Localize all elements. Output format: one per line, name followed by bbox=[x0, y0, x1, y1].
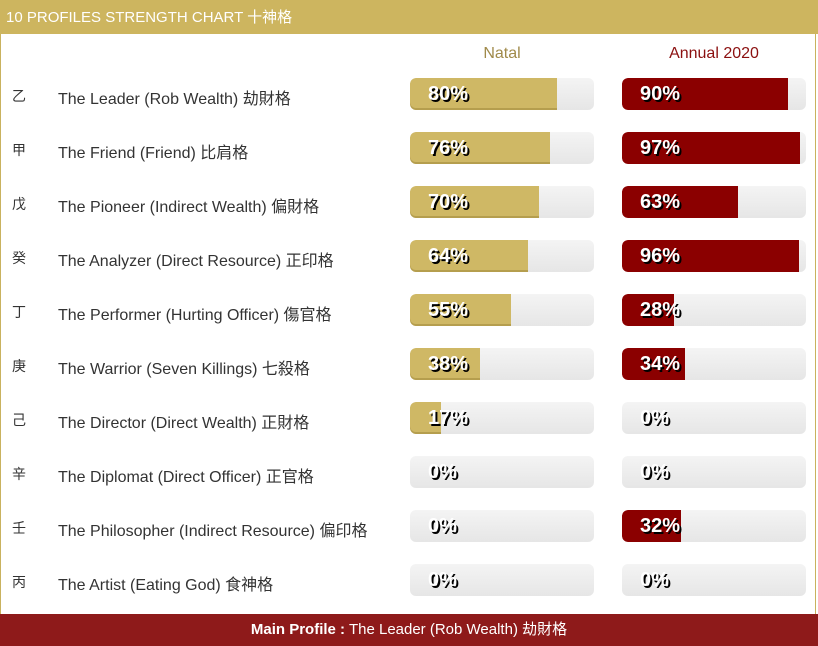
profile-label: The Performer (Hurting Officer) 傷官格 bbox=[58, 307, 332, 324]
stem-char: 己 bbox=[12, 413, 26, 429]
annual-percent: 32% bbox=[640, 515, 681, 537]
annual-percent: 90% bbox=[640, 83, 681, 105]
profile-row: 乙 The Leader (Rob Wealth) 劫財格 80% 90% bbox=[0, 78, 818, 112]
annual-progress-bar: 0% bbox=[622, 564, 806, 596]
profile-label: The Leader (Rob Wealth) 劫財格 bbox=[58, 91, 291, 108]
annual-percent: 34% bbox=[640, 353, 681, 375]
profile-row: 己 The Director (Direct Wealth) 正財格 17% 0… bbox=[0, 402, 818, 436]
chart-header: 10 PROFILES STRENGTH CHART 十神格 bbox=[0, 0, 818, 34]
natal-progress-bar: 0% bbox=[410, 456, 594, 488]
natal-progress-bar: 55% bbox=[410, 294, 594, 326]
annual-progress-bar: 97% bbox=[622, 132, 806, 164]
annual-progress-bar: 34% bbox=[622, 348, 806, 380]
annual-bar-fill bbox=[622, 294, 674, 326]
profile-row: 甲 The Friend (Friend) 比肩格 76% 97% bbox=[0, 132, 818, 166]
profile-row: 丙 The Artist (Eating God) 食神格 0% 0% bbox=[0, 564, 818, 598]
natal-bar-fill bbox=[410, 132, 550, 164]
profile-row: 壬 The Philosopher (Indirect Resource) 偏印… bbox=[0, 510, 818, 544]
annual-percent: 97% bbox=[640, 137, 681, 159]
profile-row: 庚 The Warrior (Seven Killings) 七殺格 38% 3… bbox=[0, 348, 818, 382]
annual-bar-fill bbox=[622, 348, 685, 380]
stem-char: 庚 bbox=[12, 359, 26, 375]
natal-progress-bar: 64% bbox=[410, 240, 594, 272]
natal-progress-bar: 80% bbox=[410, 78, 594, 110]
annual-bar-fill bbox=[622, 132, 801, 164]
main-profile-footer: Main Profile : The Leader (Rob Wealth) 劫… bbox=[0, 614, 818, 646]
natal-percent: 64% bbox=[428, 245, 469, 267]
stem-char: 丙 bbox=[12, 575, 26, 591]
natal-progress-bar: 70% bbox=[410, 186, 594, 218]
annual-percent: 0% bbox=[640, 407, 669, 429]
stem-char: 乙 bbox=[12, 89, 26, 105]
profile-label: The Pioneer (Indirect Wealth) 偏財格 bbox=[58, 199, 320, 216]
profile-row: 戊 The Pioneer (Indirect Wealth) 偏財格 70% … bbox=[0, 186, 818, 220]
natal-bar-fill bbox=[410, 78, 558, 110]
natal-progress-bar: 0% bbox=[410, 564, 594, 596]
annual-progress-bar: 0% bbox=[622, 402, 806, 434]
profile-row: 癸 The Analyzer (Direct Resource) 正印格 64%… bbox=[0, 240, 818, 274]
natal-bar-fill bbox=[410, 294, 512, 326]
main-profile-value: The Leader (Rob Wealth) 劫財格 bbox=[345, 621, 568, 638]
profile-label: The Director (Direct Wealth) 正財格 bbox=[58, 415, 310, 432]
annual-bar-fill bbox=[622, 186, 738, 218]
annual-bar-fill bbox=[622, 510, 681, 542]
natal-percent: 55% bbox=[428, 299, 469, 321]
natal-bar-fill bbox=[410, 186, 539, 218]
natal-percent: 70% bbox=[428, 191, 469, 213]
stem-char: 甲 bbox=[12, 143, 26, 159]
natal-progress-bar: 76% bbox=[410, 132, 594, 164]
annual-percent: 96% bbox=[640, 245, 681, 267]
natal-column-header: Natal bbox=[483, 45, 521, 62]
annual-bar-fill bbox=[622, 78, 788, 110]
annual-percent: 0% bbox=[640, 569, 669, 591]
profile-label: The Friend (Friend) 比肩格 bbox=[58, 145, 249, 162]
natal-percent: 76% bbox=[428, 137, 469, 159]
annual-column-header: Annual 2020 bbox=[669, 45, 759, 62]
annual-progress-bar: 90% bbox=[622, 78, 806, 110]
annual-percent: 0% bbox=[640, 461, 669, 483]
annual-progress-bar: 32% bbox=[622, 510, 806, 542]
stem-char: 辛 bbox=[12, 467, 26, 483]
stem-char: 戊 bbox=[12, 197, 26, 213]
profile-row: 丁 The Performer (Hurting Officer) 傷官格 55… bbox=[0, 294, 818, 328]
stem-char: 癸 bbox=[12, 251, 26, 267]
natal-bar-fill bbox=[410, 348, 480, 380]
natal-percent: 0% bbox=[428, 569, 457, 591]
annual-progress-bar: 28% bbox=[622, 294, 806, 326]
annual-bar-fill bbox=[622, 240, 799, 272]
stem-char: 壬 bbox=[12, 521, 26, 537]
annual-progress-bar: 0% bbox=[622, 456, 806, 488]
profile-label: The Philosopher (Indirect Resource) 偏印格 bbox=[58, 523, 368, 540]
natal-bar-fill bbox=[410, 402, 442, 434]
annual-percent: 28% bbox=[640, 299, 681, 321]
profile-label: The Analyzer (Direct Resource) 正印格 bbox=[58, 253, 334, 270]
natal-percent: 0% bbox=[428, 461, 457, 483]
stem-char: 丁 bbox=[12, 305, 26, 321]
natal-bar-fill bbox=[410, 240, 528, 272]
profile-label: The Diplomat (Direct Officer) 正官格 bbox=[58, 469, 314, 486]
natal-percent: 17% bbox=[428, 407, 469, 429]
natal-percent: 80% bbox=[428, 83, 469, 105]
natal-percent: 0% bbox=[428, 515, 457, 537]
natal-progress-bar: 0% bbox=[410, 510, 594, 542]
profile-row: 辛 The Diplomat (Direct Officer) 正官格 0% 0… bbox=[0, 456, 818, 490]
natal-percent: 38% bbox=[428, 353, 469, 375]
annual-percent: 63% bbox=[640, 191, 681, 213]
natal-progress-bar: 38% bbox=[410, 348, 594, 380]
natal-progress-bar: 17% bbox=[410, 402, 594, 434]
annual-progress-bar: 96% bbox=[622, 240, 806, 272]
profile-label: The Artist (Eating God) 食神格 bbox=[58, 577, 274, 594]
main-profile-label: Main Profile : bbox=[250, 621, 346, 638]
annual-progress-bar: 63% bbox=[622, 186, 806, 218]
profile-label: The Warrior (Seven Killings) 七殺格 bbox=[58, 361, 310, 378]
